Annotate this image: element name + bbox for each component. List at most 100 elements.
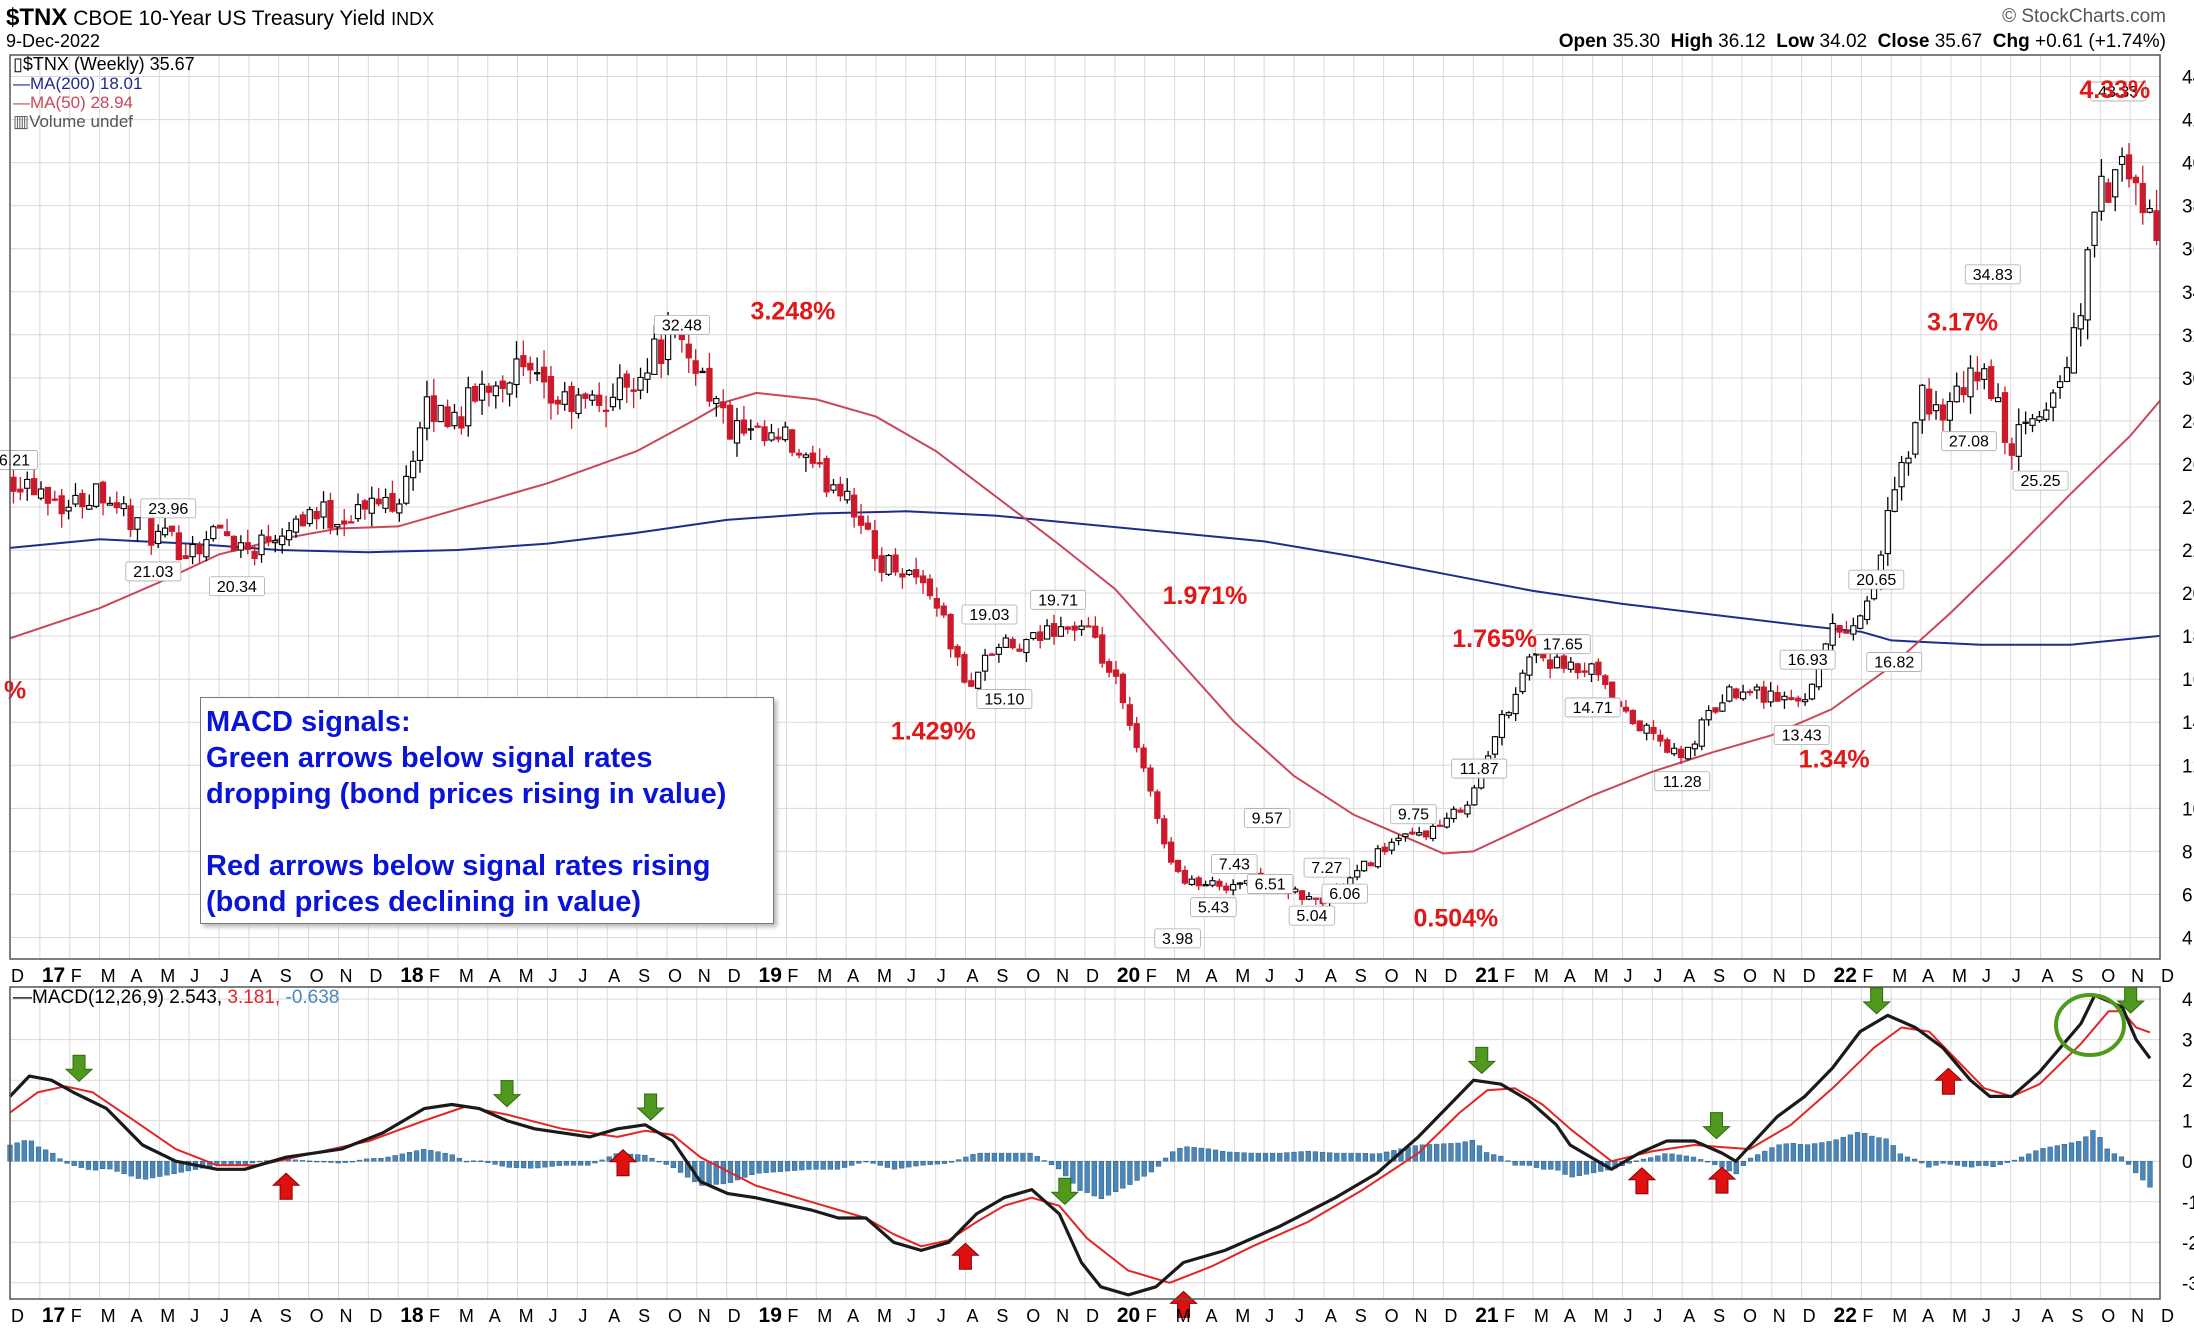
histogram-bar [142, 1160, 149, 1180]
value-label-box [1534, 634, 1591, 655]
histogram-bar [471, 1160, 477, 1162]
price-axis-tick-label: 26 [2182, 455, 2194, 476]
candle-body [885, 555, 892, 575]
histogram-bar [78, 1160, 84, 1168]
value-label-box [1964, 264, 2021, 285]
histogram-bar [321, 1160, 327, 1163]
candle-body [2043, 409, 2050, 420]
month-tick-label: N [2131, 1306, 2144, 1326]
histogram-bar [356, 1159, 363, 1162]
histogram-bar [371, 1158, 377, 1162]
month-tick-label: S [1355, 966, 1367, 986]
histogram-bar [1969, 1160, 1975, 1168]
candle-body [1746, 690, 1754, 694]
value-label: 34.83 [1973, 267, 2013, 284]
histogram-bar [2061, 1143, 2068, 1162]
month-tick-label: J [2012, 966, 2021, 986]
candle-body [1774, 691, 1781, 702]
candle-body [1491, 736, 1499, 755]
red-up-arrow-icon [608, 1149, 638, 1177]
price-axis-tick-label: 40 [2182, 154, 2194, 175]
macd-signal-arrows [64, 986, 2145, 1318]
month-tick-label: 22 [1834, 964, 1857, 987]
macd-legend-hist: -0.638 [285, 987, 340, 1008]
histogram-bar [1648, 1157, 1654, 1162]
histogram-bar [1027, 1152, 1033, 1162]
candle-body [1223, 885, 1230, 891]
month-tick-label: J [937, 1306, 946, 1326]
value-label-box [1303, 857, 1351, 878]
histogram-bar [1926, 1160, 1932, 1168]
histogram-bar [1548, 1160, 1554, 1170]
candle-body [2063, 367, 2071, 383]
candle-body [347, 521, 355, 524]
candle-body [1753, 686, 1761, 691]
histogram-bar [1334, 1152, 1340, 1162]
histogram-bar [906, 1160, 912, 1168]
yield-annotation: 3.17% [1927, 309, 1998, 337]
candle-body [802, 454, 810, 458]
histogram-bar [349, 1160, 356, 1163]
histogram-bar [1205, 1148, 1212, 1162]
month-tick-label: J [1653, 1306, 1662, 1326]
candle-body [720, 401, 727, 409]
month-tick-label: A [1564, 1306, 1576, 1326]
histogram-bar [1305, 1150, 1311, 1162]
histogram-bar [1384, 1151, 1390, 1162]
month-tick-label: M [1594, 1306, 1609, 1326]
histogram-bar [642, 1154, 648, 1162]
candle-body [1436, 824, 1444, 827]
month-tick-label: J [549, 1306, 558, 1326]
month-tick-label: O [1743, 1306, 1757, 1326]
candle-body [1367, 862, 1375, 867]
histogram-bar [1177, 1147, 1183, 1162]
candle-body [2118, 155, 2126, 165]
histogram-bar [1590, 1160, 1597, 1174]
candle-body [864, 522, 872, 530]
candle-body [2153, 210, 2160, 241]
legend-ma200: —MA(200) 18.01 [13, 74, 195, 93]
candle-body [1850, 625, 1857, 635]
month-tick-label: F [1862, 1306, 1873, 1326]
histogram-bar [834, 1160, 841, 1170]
ohlc-low-label: Low [1776, 31, 1815, 52]
month-tick-label: M [1235, 1306, 1250, 1326]
histogram-bar [2125, 1160, 2132, 1165]
note-line: dropping (bond prices rising in value) [206, 778, 727, 810]
candle-body [1209, 880, 1216, 886]
candle-body [754, 425, 761, 428]
month-tick-label: D [369, 1306, 382, 1326]
histogram-bar [121, 1160, 127, 1175]
histogram-bar [1355, 1152, 1361, 1162]
histogram-bar [1348, 1152, 1354, 1162]
candle-body [1622, 706, 1630, 712]
month-tick-label: J [1265, 1306, 1274, 1326]
histogram-bar [970, 1154, 976, 1162]
candle-body [327, 499, 334, 529]
histogram-bar [1198, 1147, 1204, 1162]
histogram-bar [2104, 1148, 2110, 1162]
histogram-bar [50, 1152, 56, 1162]
candle-body [430, 395, 437, 422]
histogram-bar [713, 1160, 719, 1185]
histogram-bar [1790, 1143, 1796, 1162]
histogram-bar [14, 1142, 20, 1162]
candle-body [975, 671, 982, 689]
month-tick-label: J [190, 1306, 199, 1326]
histogram-bar [1055, 1160, 1062, 1170]
histogram-bar [1369, 1153, 1376, 1162]
legend-ma50-swatch-icon: — [13, 93, 30, 112]
candle-body [1305, 896, 1313, 900]
legend-ma200-text: MA(200) 18.01 [30, 74, 143, 93]
macd-lines [8, 993, 2152, 1297]
histogram-bar [528, 1160, 534, 1169]
note-line [206, 812, 773, 848]
histogram-bar [2011, 1159, 2018, 1162]
month-tick-label: S [996, 966, 1008, 986]
histogram-bar [984, 1152, 990, 1162]
legend-main-text: $TNX (Weekly) 35.67 [22, 54, 195, 74]
candle-body [1105, 661, 1113, 673]
histogram-bar [1091, 1160, 1097, 1197]
histogram-bar [1719, 1160, 1725, 1168]
month-tick-label: F [71, 966, 82, 986]
